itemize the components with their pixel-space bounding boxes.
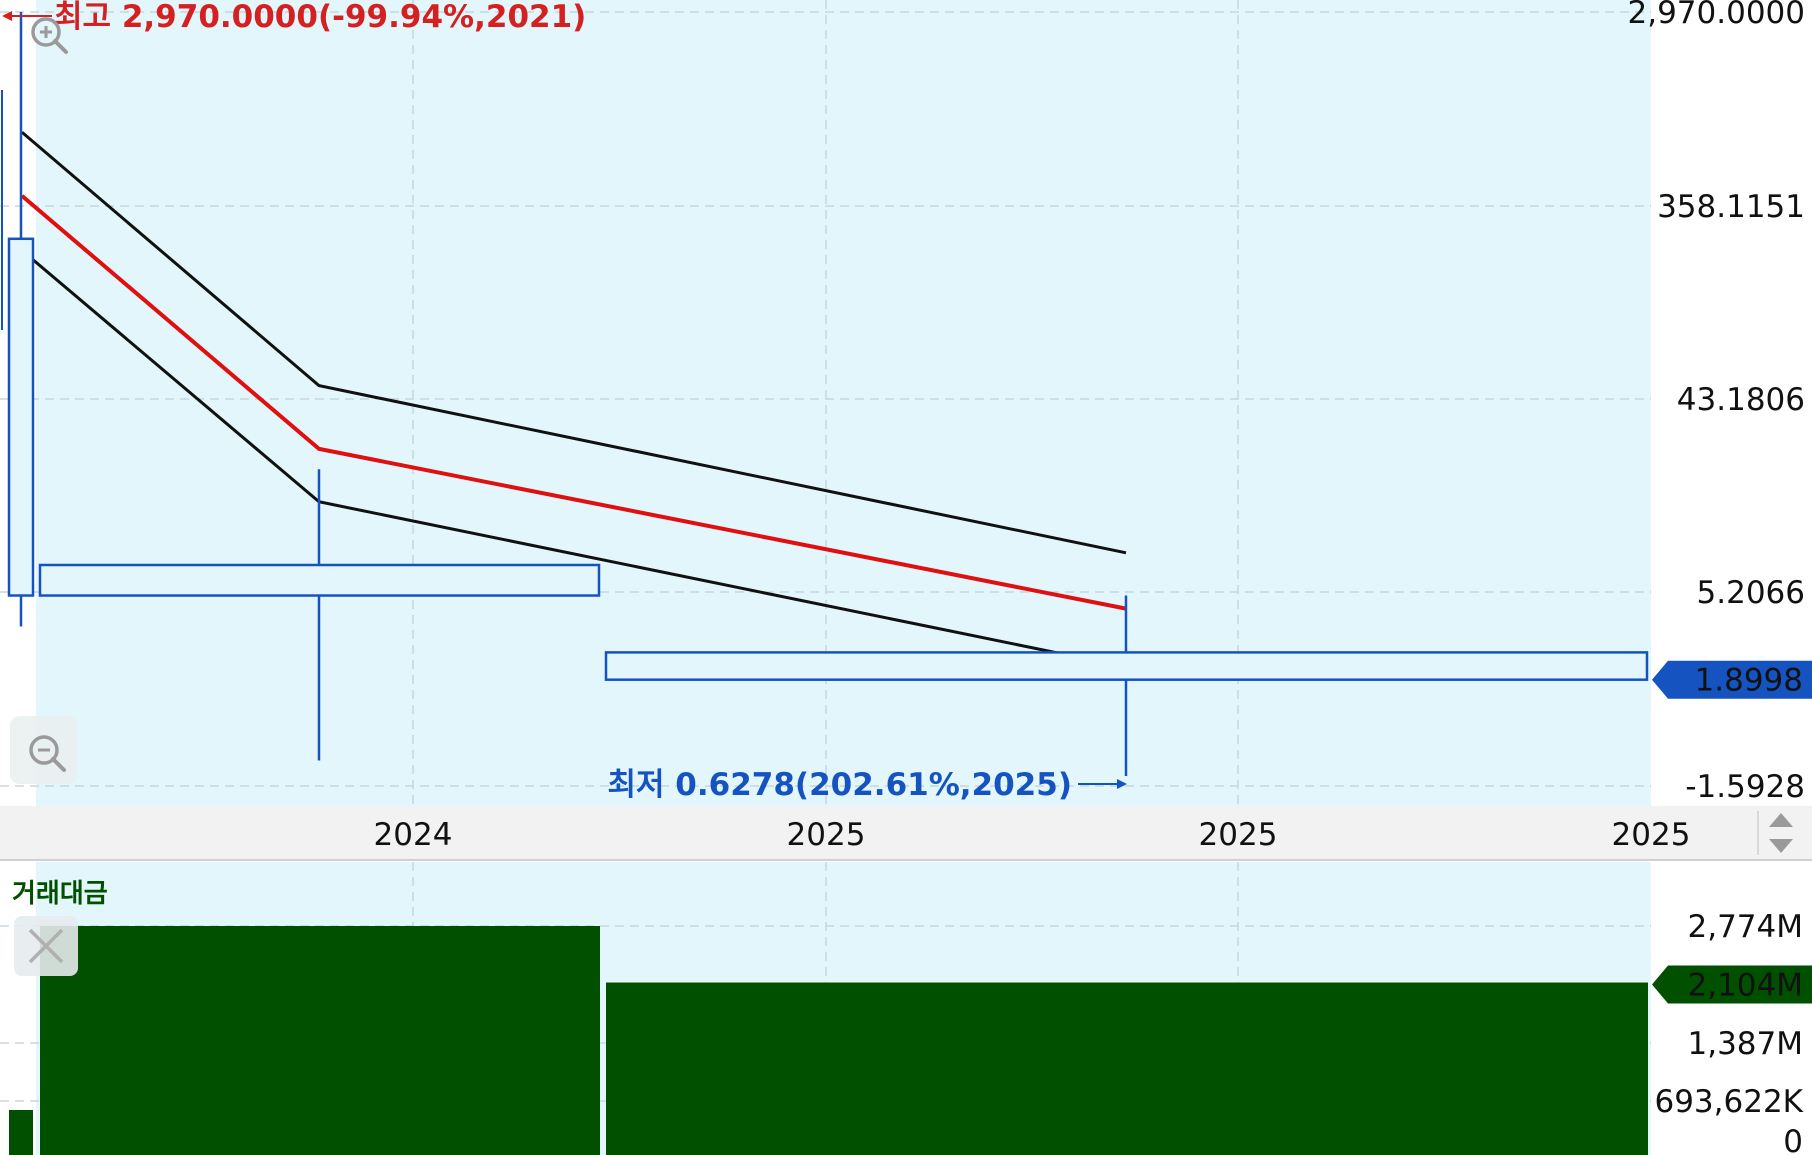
zoom-out-icon [29, 735, 66, 772]
current-price-badge [1652, 660, 1812, 699]
volume-tick-label: 2,774M [1688, 909, 1804, 945]
volume-bar [40, 926, 600, 1155]
candle-body [604, 651, 1649, 681]
candle-body [7, 237, 35, 597]
current-price-label: 1.8998 [1695, 663, 1803, 699]
zoom-in-icon [31, 17, 68, 54]
volume-bar [606, 982, 1648, 1155]
time-axis[interactable]: 2024 2025 2025 2025 [0, 806, 1812, 861]
low-marker-arrow [1117, 779, 1127, 789]
time-tick-label: 2024 [374, 817, 453, 853]
candle [7, 12, 35, 627]
price-tick-label: -1.5928 [1685, 769, 1805, 805]
price-tick-label: 2,970.0000 [1628, 0, 1806, 31]
time-tick-label: 2025 [1199, 817, 1278, 853]
volume-tick-label: 0 [1783, 1124, 1803, 1155]
volume-panel-title: 거래대금 [12, 879, 108, 909]
high-low-markers: 최고 2,970.0000(-99.94%,2021) 최저 0.6278(202… [2, 0, 1127, 803]
price-tick-label: 5.2066 [1697, 575, 1805, 611]
plot-area-background [36, 0, 1651, 806]
price-axis-labels: 2,970.0000 358.1151 43.1806 5.2066 -1.5928 1.… [1628, 0, 1812, 805]
candle [38, 469, 601, 761]
volume-bars [9, 926, 1648, 1155]
volume-bar [9, 1110, 33, 1155]
time-scroll-button[interactable] [1757, 811, 1793, 855]
volume-tick-label: 693,622K [1654, 1084, 1803, 1120]
price-tick-label: 358.1151 [1657, 189, 1805, 225]
time-axis-background [0, 806, 1812, 860]
candle [604, 595, 1649, 776]
candles [1, 12, 1649, 776]
volume-panel: 2,774M 1,387M 693,622K 0 2,104M 거래대금 [0, 862, 1812, 1155]
price-tick-label: 43.1806 [1677, 382, 1805, 418]
high-marker-arrow [2, 11, 12, 21]
zoom-in-button[interactable] [31, 17, 68, 54]
low-annotation: 최저 0.6278(202.61%,2025) [607, 767, 1072, 803]
time-tick-label: 2025 [787, 817, 866, 853]
band-middle [20, 194, 1127, 611]
time-tick-label: 2025 [1612, 817, 1691, 853]
time-axis-labels: 2024 2025 2025 2025 [374, 817, 1691, 853]
band-upper [21, 131, 1127, 555]
candle-body [38, 563, 601, 597]
scroll-arrows-icon [1769, 813, 1793, 853]
high-annotation: 최고 2,970.0000(-99.94%,2021) [54, 0, 586, 35]
current-volume-label: 2,104M [1688, 968, 1804, 1004]
volume-tick-label: 1,387M [1688, 1026, 1804, 1062]
zoom-out-button[interactable] [10, 716, 78, 784]
volume-axis-labels: 2,774M 1,387M 693,622K 0 2,104M [1652, 909, 1812, 1155]
current-volume-badge [1652, 965, 1812, 1004]
price-panel: 최고 2,970.0000(-99.94%,2021) 최저 0.6278(202… [0, 0, 1812, 806]
close-icon [28, 928, 64, 964]
close-volume-panel-button[interactable] [14, 916, 78, 976]
